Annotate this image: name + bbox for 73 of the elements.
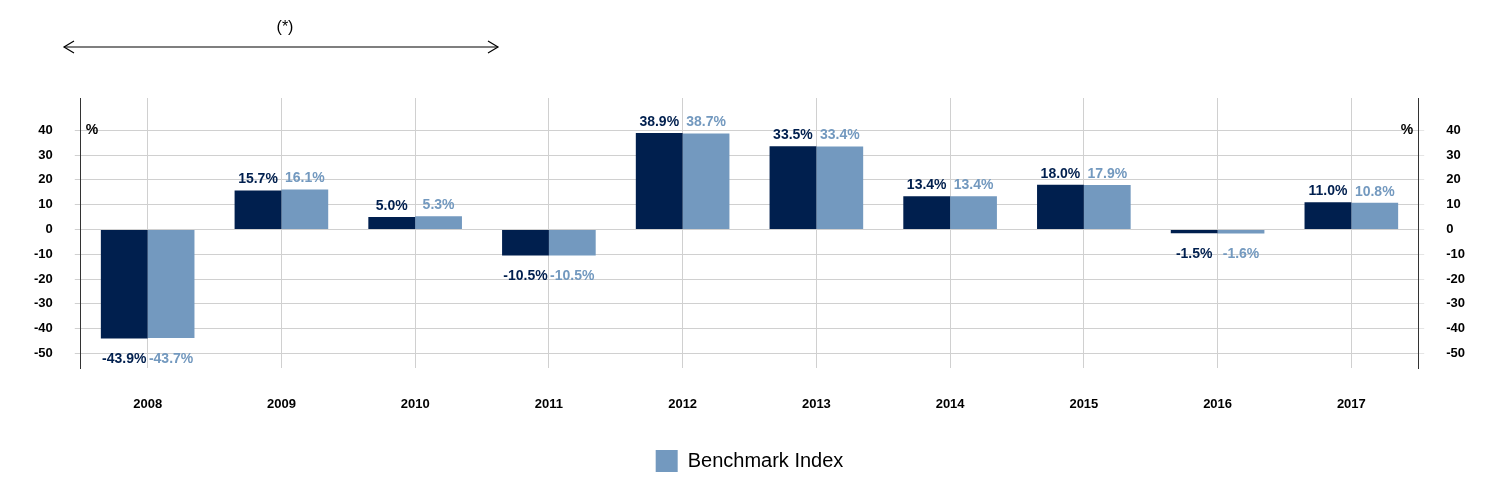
bar (1037, 184, 1084, 229)
bar (1351, 202, 1399, 229)
bar (1170, 229, 1218, 234)
y-tick-label: -10 (33, 245, 53, 261)
bar (548, 229, 596, 256)
data-label: 16.1% (284, 169, 326, 186)
y2-tick-label: 30 (1446, 146, 1461, 162)
data-label: 5.3% (422, 196, 456, 213)
legend-label: Benchmark Index (687, 448, 844, 471)
data-label: -1.6% (1222, 245, 1260, 262)
bar (415, 216, 462, 229)
bar (950, 196, 997, 229)
data-label: 33.4% (819, 126, 861, 143)
data-label: -43.9% (102, 350, 147, 367)
data-label: 18.0% (1040, 164, 1081, 181)
y-tick-label: -30 (33, 295, 53, 311)
bar (816, 146, 864, 229)
data-label: 33.5% (773, 126, 814, 143)
x-tick-label: 2011 (534, 395, 563, 411)
data-label: 38.7% (686, 113, 727, 130)
y-tick-label: -40 (33, 320, 53, 336)
y2-tick-label: -10 (1446, 245, 1466, 261)
data-label: -10.5% (503, 267, 549, 284)
bar (1083, 185, 1131, 229)
bar (1304, 202, 1352, 229)
y2-tick-label: -50 (1446, 345, 1466, 361)
y2-tick-label: -40 (1446, 320, 1466, 336)
bar (368, 217, 416, 229)
bar (635, 132, 683, 229)
x-tick-label: 2010 (400, 395, 430, 411)
y2-tick-label: 40 (1446, 121, 1461, 137)
x-tick-label: 2016 (1203, 395, 1233, 411)
y2-tick-label: 0 (1446, 221, 1454, 237)
y-tick-label: 10 (38, 196, 53, 212)
y-axis-title: % (85, 121, 99, 138)
data-label: 17.9% (1087, 164, 1128, 181)
data-label: 10.8% (1354, 182, 1396, 199)
y-tick-label: -20 (33, 270, 53, 286)
x-tick-label: 2013 (801, 395, 831, 411)
x-tick-label: 2009 (266, 395, 296, 411)
bar (769, 146, 817, 229)
bar (147, 229, 195, 338)
x-tick-label: 2014 (935, 395, 966, 411)
x-tick-label: 2008 (133, 395, 163, 411)
text: (*) (276, 18, 294, 36)
y2-tick-label: 10 (1446, 196, 1461, 212)
y2-tick-label: 20 (1446, 171, 1461, 187)
y-tick-label: 40 (38, 121, 53, 137)
data-label: -43.7% (148, 349, 194, 366)
bar (502, 229, 549, 256)
y-tick-label: 30 (38, 146, 53, 162)
data-label: 15.7% (238, 170, 279, 187)
data-label: 13.4% (906, 176, 948, 193)
x-tick-label: 2017 (1336, 395, 1366, 411)
y-tick-label: 0 (45, 221, 53, 237)
bar (682, 133, 730, 229)
y-tick-label: -50 (33, 345, 53, 361)
data-label: 38.9% (639, 112, 680, 129)
y2-axis-title: % (1400, 121, 1414, 138)
bar (281, 189, 329, 229)
y-tick-label: 20 (38, 171, 53, 187)
data-label: -10.5% (550, 267, 596, 284)
y2-tick-label: -30 (1446, 295, 1466, 311)
bar (903, 196, 951, 229)
data-label: 11.0% (1308, 182, 1348, 199)
bar (234, 190, 282, 229)
data-label: 5.0% (375, 196, 409, 213)
data-label: -1.5% (1175, 245, 1214, 262)
bar (100, 229, 148, 339)
y2-tick-label: -20 (1446, 270, 1466, 286)
x-tick-label: 2012 (668, 395, 698, 411)
x-tick-label: 2015 (1069, 395, 1099, 411)
data-label: 13.4% (953, 176, 994, 193)
